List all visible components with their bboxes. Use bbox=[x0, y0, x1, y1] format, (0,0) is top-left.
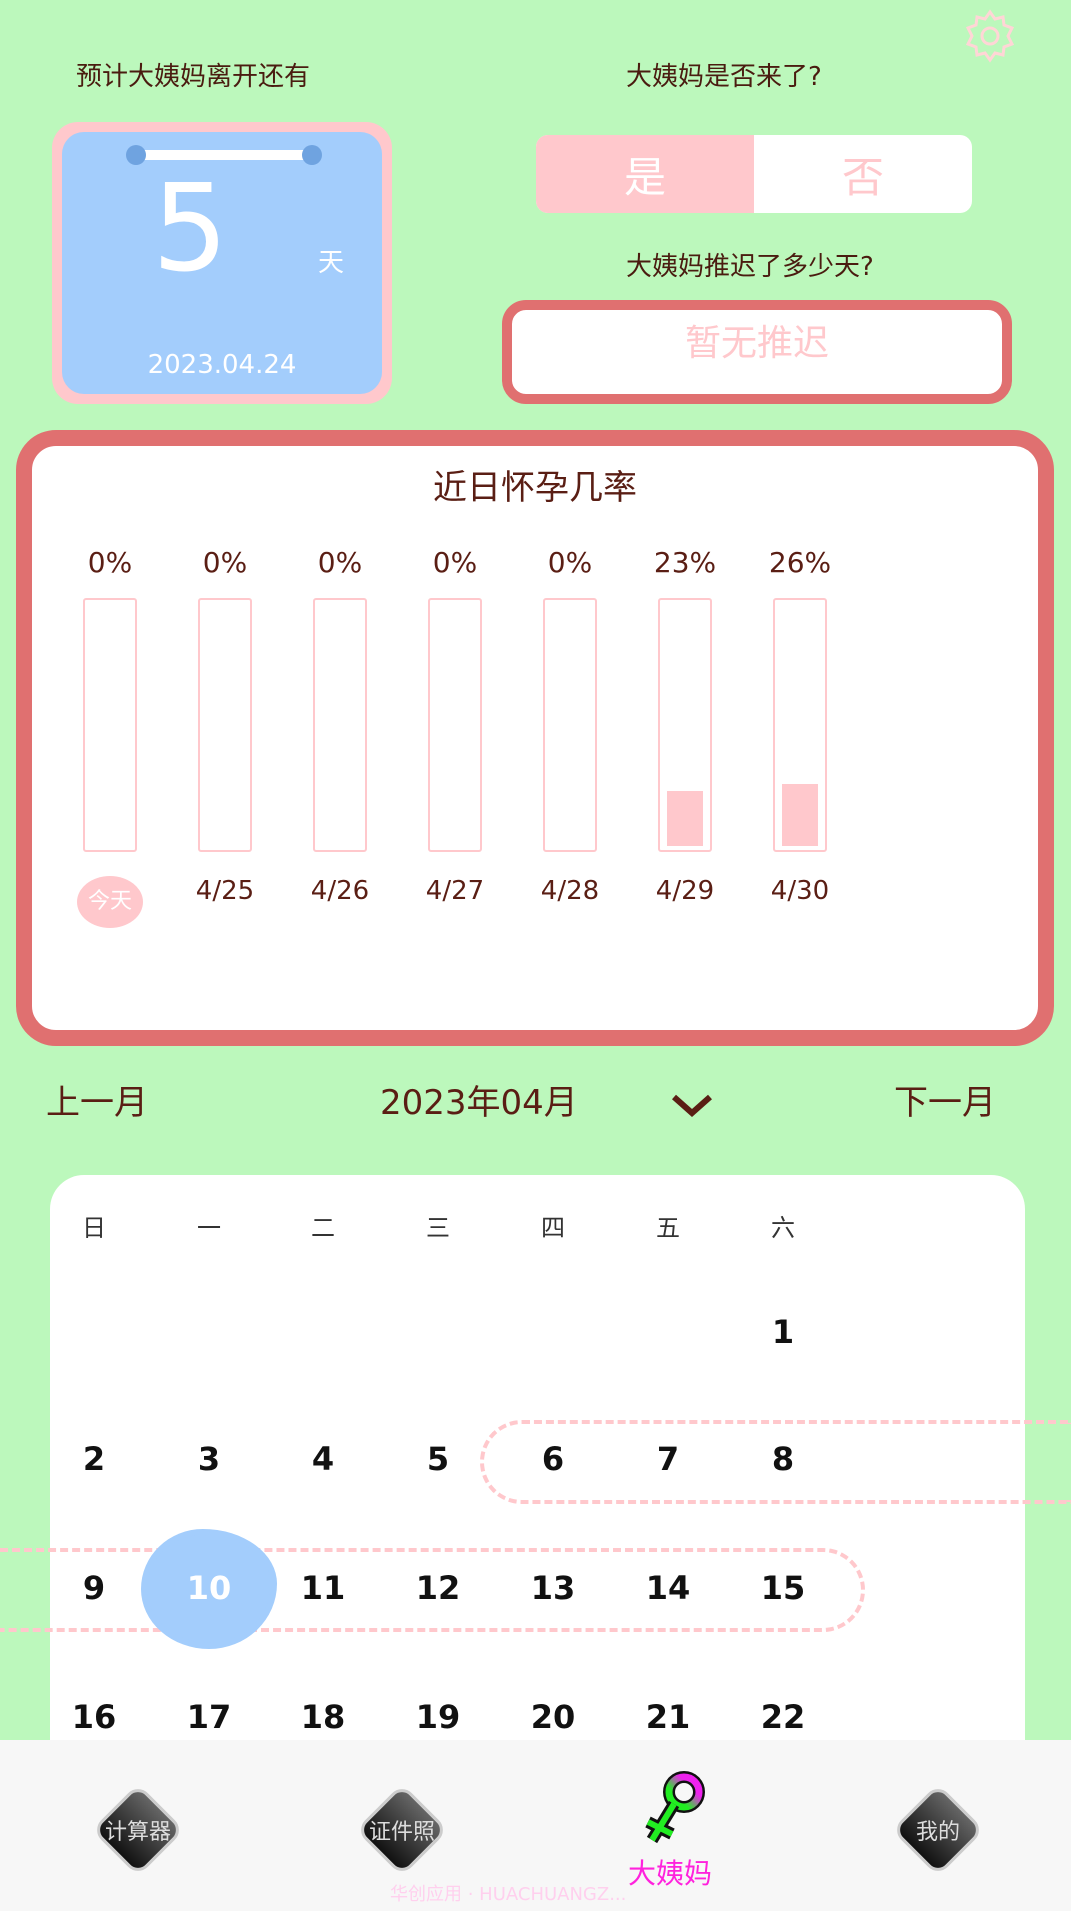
tab-label: 大姨妈 bbox=[627, 1857, 712, 1890]
chance-bar bbox=[773, 598, 827, 852]
calendar-day[interactable]: 21 bbox=[645, 1698, 691, 1736]
countdown-label: 预计大姨妈离开还有 bbox=[76, 62, 311, 92]
month-nav: 上一月 2023年04月 下一月 bbox=[0, 1075, 1071, 1125]
chance-bar bbox=[83, 598, 137, 852]
chance-day[interactable]: 4/28 bbox=[520, 876, 620, 906]
chance-day[interactable]: 4/27 bbox=[405, 876, 505, 906]
calendar-day[interactable]: 2 bbox=[82, 1440, 106, 1478]
weekday-header: 四 bbox=[541, 1214, 565, 1242]
countdown-card: 5 天 2023.04.24 bbox=[52, 122, 392, 404]
watermark: 华创应用 · HUACHUANGZ... bbox=[390, 1884, 627, 1905]
delay-field[interactable]: 暂无推迟 bbox=[502, 300, 1012, 404]
chance-percent: 23% bbox=[653, 546, 717, 579]
bottom-nav: 计算器 证件照 大姨妈 我的 bbox=[0, 1740, 1071, 1911]
gear-icon[interactable] bbox=[962, 8, 1018, 64]
day-label: 4/25 bbox=[195, 876, 255, 906]
chance-percent: 0% bbox=[547, 546, 593, 579]
tab-mine[interactable]: 我的 bbox=[876, 1780, 1000, 1890]
today-flower-icon bbox=[147, 1535, 271, 1643]
days-remaining: 5 bbox=[152, 160, 229, 299]
chance-day[interactable]: 4/25 bbox=[175, 876, 275, 906]
chance-bar bbox=[428, 598, 482, 852]
period-range bbox=[480, 1420, 1071, 1504]
chance-day[interactable]: 4/30 bbox=[750, 876, 850, 906]
current-month[interactable]: 2023年04月 bbox=[380, 1083, 578, 1123]
tab-label: 计算器 bbox=[104, 1820, 171, 1845]
chance-percent: 0% bbox=[432, 546, 478, 579]
calendar-day[interactable]: 13 bbox=[530, 1569, 576, 1607]
calendar-day[interactable]: 4 bbox=[311, 1440, 335, 1478]
chance-bar bbox=[198, 598, 252, 852]
calendar-day[interactable]: 18 bbox=[300, 1698, 346, 1736]
calendar-day[interactable]: 20 bbox=[530, 1698, 576, 1736]
chance-bar bbox=[313, 598, 367, 852]
chance-percent: 0% bbox=[87, 546, 133, 579]
calendar-day[interactable]: 3 bbox=[197, 1440, 221, 1478]
next-month-button[interactable]: 下一月 bbox=[894, 1083, 996, 1123]
yes-button[interactable]: 是 bbox=[536, 135, 754, 213]
weekday-header: 六 bbox=[771, 1214, 795, 1242]
pregnancy-title: 近日怀孕几率 bbox=[433, 468, 637, 508]
weekday-header: 三 bbox=[426, 1214, 450, 1242]
chance-bar bbox=[658, 598, 712, 852]
calendar-day[interactable]: 19 bbox=[415, 1698, 461, 1736]
tab-id-photo[interactable]: 证件照 bbox=[340, 1780, 464, 1890]
chance-percent: 26% bbox=[768, 546, 832, 579]
tab-period[interactable]: 大姨妈 bbox=[608, 1771, 732, 1890]
tab-calculator[interactable]: 计算器 bbox=[76, 1780, 200, 1890]
no-button[interactable]: 否 bbox=[841, 152, 884, 202]
chance-bar bbox=[543, 598, 597, 852]
day-label: 4/27 bbox=[425, 876, 485, 906]
calendar-day[interactable]: 1 bbox=[771, 1313, 795, 1351]
end-date: 2023.04.24 bbox=[147, 350, 297, 380]
day-label: 4/30 bbox=[770, 876, 830, 906]
chance-percent: 0% bbox=[202, 546, 248, 579]
calendar-day[interactable]: 17 bbox=[186, 1698, 232, 1736]
chevron-down-icon[interactable] bbox=[670, 1093, 714, 1117]
calendar-day[interactable]: 15 bbox=[760, 1569, 806, 1607]
day-label: 4/29 bbox=[655, 876, 715, 906]
chance-day[interactable]: 4/26 bbox=[290, 876, 390, 906]
chance-percent: 0% bbox=[317, 546, 363, 579]
calendar-day[interactable]: 5 bbox=[426, 1440, 450, 1478]
calendar-day[interactable]: 11 bbox=[300, 1569, 346, 1607]
delay-label: 大姨妈推迟了多少天? bbox=[626, 252, 874, 282]
period-range bbox=[0, 1548, 865, 1632]
calendar-day[interactable]: 22 bbox=[760, 1698, 806, 1736]
calendar bbox=[50, 1175, 1025, 1740]
chance-bar-fill bbox=[782, 783, 818, 846]
calendar-day[interactable]: 6 bbox=[541, 1440, 565, 1478]
calendar-day[interactable]: 8 bbox=[771, 1440, 795, 1478]
weekday-header: 五 bbox=[656, 1214, 680, 1242]
prev-month-button[interactable]: 上一月 bbox=[46, 1083, 148, 1123]
pregnancy-chance-panel: 近日怀孕几率 0% 今天 0% 4/25 0% 4/26 0% 4/27 0% 4/28… bbox=[16, 430, 1054, 1046]
chance-day[interactable]: 4/29 bbox=[635, 876, 735, 906]
weekday-header: 二 bbox=[311, 1214, 335, 1242]
arrived-label: 大姨妈是否来了? bbox=[626, 62, 822, 92]
weekday-header: 日 bbox=[82, 1214, 106, 1242]
chance-day[interactable]: 今天 bbox=[60, 876, 160, 928]
day-label: 4/26 bbox=[310, 876, 370, 906]
day-label: 4/28 bbox=[540, 876, 600, 906]
calendar-ring-icon bbox=[126, 145, 322, 165]
weekday-header: 一 bbox=[197, 1214, 221, 1242]
arrived-toggle: 是 否 bbox=[536, 135, 972, 213]
calendar-day[interactable]: 16 bbox=[71, 1698, 117, 1736]
calendar-day[interactable]: 10 bbox=[186, 1569, 232, 1607]
today-badge: 今天 bbox=[77, 876, 143, 928]
female-symbol-icon bbox=[645, 1771, 705, 1844]
days-unit: 天 bbox=[318, 248, 345, 278]
chance-bar-fill bbox=[667, 790, 703, 846]
tab-label: 证件照 bbox=[368, 1820, 435, 1845]
tab-label: 我的 bbox=[915, 1820, 960, 1845]
calendar-day[interactable]: 9 bbox=[82, 1569, 106, 1607]
calendar-day[interactable]: 7 bbox=[656, 1440, 680, 1478]
calendar-day[interactable]: 14 bbox=[645, 1569, 691, 1607]
calendar-day[interactable]: 12 bbox=[415, 1569, 461, 1607]
